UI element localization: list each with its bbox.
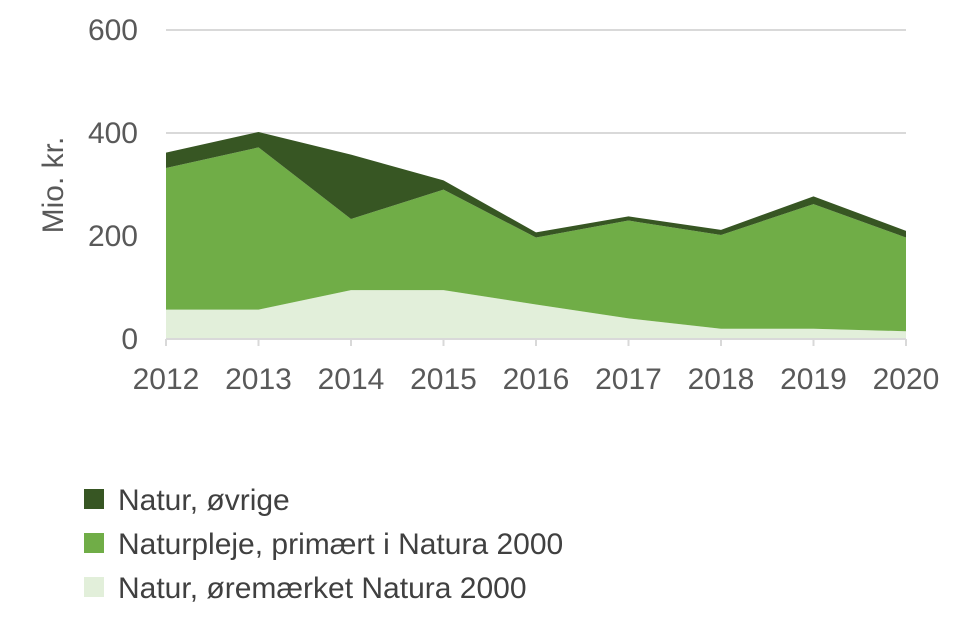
x-tick-label: 2013 bbox=[225, 363, 292, 396]
area-series-1 bbox=[166, 290, 906, 339]
y-axis-label: Mio. kr. bbox=[37, 137, 70, 234]
x-tick-label: 2018 bbox=[688, 363, 755, 396]
legend-label: Natur, øremærket Natura 2000 bbox=[118, 572, 527, 605]
legend-swatch bbox=[84, 533, 104, 553]
y-tick-label: 0 bbox=[121, 323, 138, 356]
legend-item: Natur, øremærket Natura 2000 bbox=[84, 572, 527, 605]
legend: Natur, øvrige Naturpleje, primært i Natur… bbox=[84, 484, 563, 605]
x-tick-label: 2015 bbox=[410, 363, 477, 396]
x-tick-label: 2020 bbox=[873, 363, 940, 396]
legend-label: Natur, øvrige bbox=[118, 484, 290, 517]
y-tick-label: 400 bbox=[88, 117, 138, 150]
y-axis-ticks: 0 200 400 600 bbox=[88, 14, 138, 356]
x-tick-label: 2017 bbox=[595, 363, 662, 396]
x-axis-ticks: 2012 2013 2014 2015 2016 2017 2018 2019 2020 bbox=[133, 363, 940, 396]
x-tick-label: 2016 bbox=[503, 363, 570, 396]
x-tick-label: 2012 bbox=[133, 363, 200, 396]
area-series-3 bbox=[166, 131, 906, 238]
legend-label: Naturpleje, primært i Natura 2000 bbox=[118, 528, 563, 561]
area-series-2 bbox=[166, 147, 906, 332]
legend-swatch bbox=[84, 577, 104, 597]
y-tick-label: 600 bbox=[88, 14, 138, 47]
legend-item: Natur, øvrige bbox=[84, 484, 290, 517]
legend-swatch bbox=[84, 489, 104, 509]
x-axis bbox=[165, 338, 907, 346]
legend-item: Naturpleje, primært i Natura 2000 bbox=[84, 528, 563, 561]
x-tick-label: 2019 bbox=[780, 363, 847, 396]
y-tick-label: 200 bbox=[88, 220, 138, 253]
stacked-areas bbox=[166, 131, 906, 339]
x-tick-label: 2014 bbox=[318, 363, 385, 396]
